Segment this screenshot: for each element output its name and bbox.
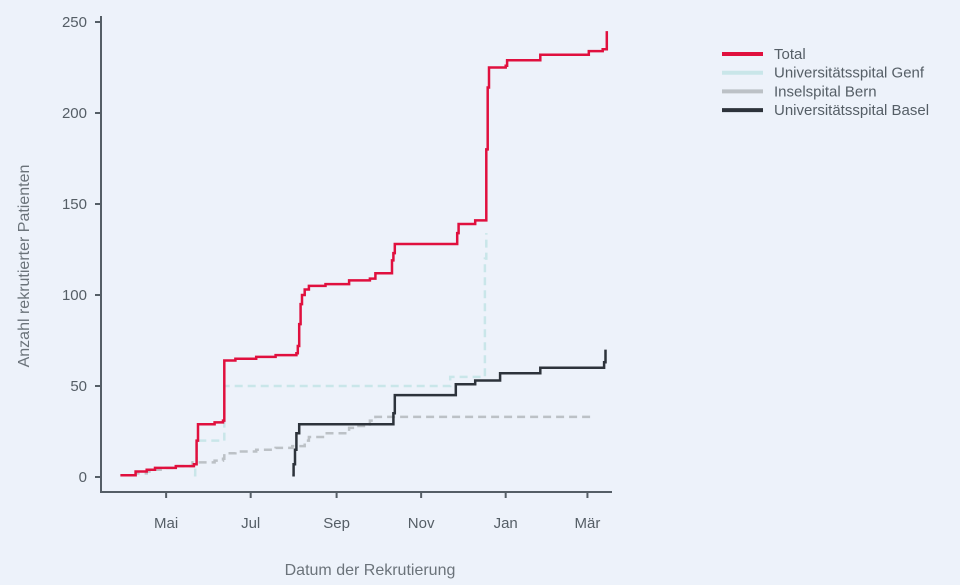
series-line-universitatsspital-basel — [292, 349, 607, 477]
series-line-universitatsspital-genf — [193, 233, 488, 477]
y-tick-label: 250 — [62, 14, 87, 31]
x-tick-label: Jan — [494, 515, 518, 532]
x-axis: Mai Jul Sep Nov Jan Mär — [154, 492, 600, 532]
legend-label-total: Total — [774, 46, 806, 63]
y-tick-label: 100 — [62, 287, 87, 304]
y-tick-label: 0 — [79, 469, 87, 486]
x-axis-title: Datum der Rekrutierung — [285, 562, 456, 579]
legend: Total Universitätsspital GenfInselspital … — [722, 46, 929, 119]
y-axis: 0 50 100 150 200 250 — [62, 14, 101, 486]
series-line-total — [120, 31, 609, 477]
x-tick-label: Mai — [154, 515, 178, 532]
y-tick-label: 50 — [70, 378, 87, 395]
x-tick-label: Mär — [575, 515, 601, 532]
x-tick-label: Nov — [408, 515, 435, 532]
y-axis-title: Anzahl rekrutierter Patienten — [16, 165, 33, 368]
legend-label-universitatsspital-genf: Universitätsspital Genf — [774, 65, 925, 82]
legend-label-universitatsspital-basel: Universitätsspital Basel — [774, 102, 929, 119]
x-tick-label: Sep — [323, 515, 350, 532]
y-tick-label: 200 — [62, 105, 87, 122]
plot-area — [120, 31, 609, 477]
x-tick-label: Jul — [241, 515, 260, 532]
legend-label-inselspital-bern: Inselspital Bern — [774, 83, 877, 100]
series-line-inselspital-bern — [120, 415, 593, 477]
y-tick-label: 150 — [62, 196, 87, 213]
